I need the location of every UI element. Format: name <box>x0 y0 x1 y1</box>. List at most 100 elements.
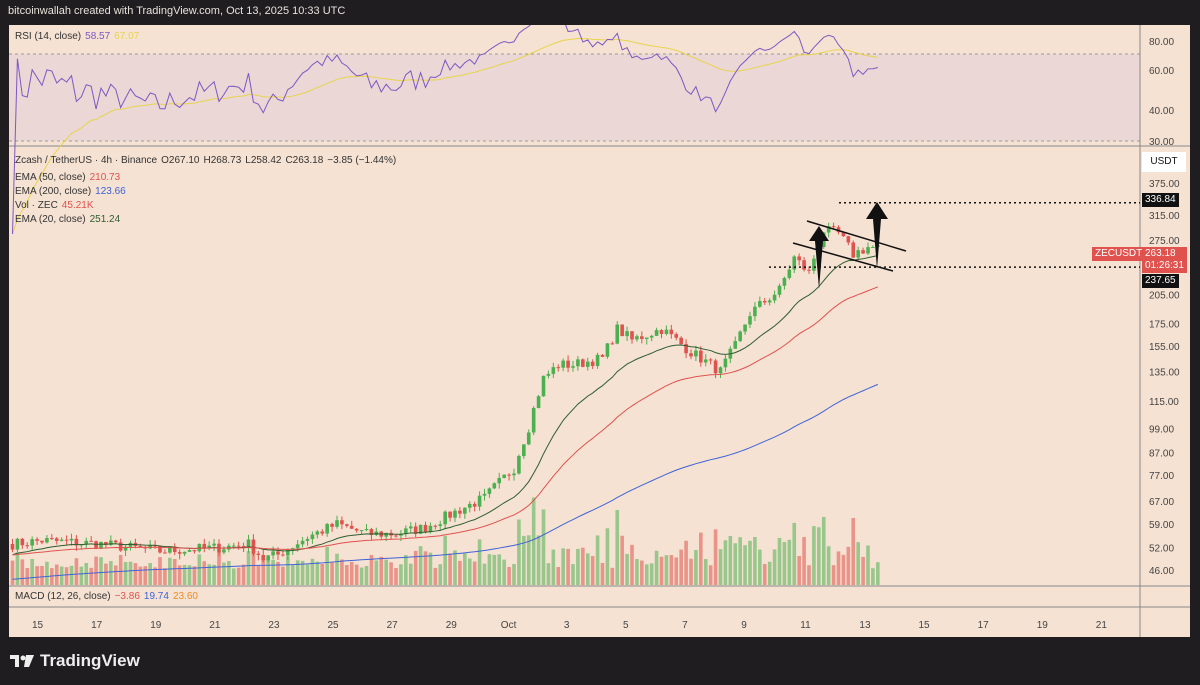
volume-bar <box>443 535 447 585</box>
volume-bar <box>782 542 787 585</box>
volume-bar <box>512 564 516 585</box>
volume-bar <box>733 543 738 585</box>
volume-bar <box>718 549 723 585</box>
chart-svg[interactable]: 80.00 60.00 40.00 30.00 375.00 315.00 275.00 20… <box>9 25 1190 637</box>
volume-bar <box>163 568 167 585</box>
volume-bar <box>207 564 211 585</box>
date-tick: 15 <box>32 620 44 631</box>
candle-body <box>30 539 34 546</box>
volume-bar <box>438 564 443 585</box>
candle-body <box>738 331 742 342</box>
chart-area[interactable]: 80.00 60.00 40.00 30.00 375.00 315.00 275.00 20… <box>9 25 1190 637</box>
volume-bar <box>777 537 782 585</box>
candle-body <box>433 525 438 527</box>
candle-body <box>477 495 482 507</box>
volume-bar <box>758 549 762 585</box>
candle-body <box>197 543 202 552</box>
rsi-ma-value: 67.07 <box>114 31 140 42</box>
candle-body <box>802 260 806 270</box>
price-tick: 87.00 <box>1149 449 1174 460</box>
volume-bar <box>689 558 693 585</box>
macd-legend: MACD (12, 26, close) −3.86 19.74 23.60 <box>15 591 202 602</box>
volume-bar <box>522 535 526 585</box>
candle-body <box>654 330 659 336</box>
breakout-arrow <box>866 202 888 269</box>
date-tick: 13 <box>859 620 871 631</box>
candle-body <box>340 520 344 525</box>
volume-bar <box>222 562 226 585</box>
volume-bar <box>374 560 379 585</box>
candle-body <box>423 524 428 533</box>
candle-body <box>640 336 644 339</box>
price-tick: 52.00 <box>1149 544 1174 555</box>
volume-bar <box>64 567 69 585</box>
volume-bar <box>330 562 334 585</box>
volume-bar <box>615 509 620 585</box>
candle-body <box>271 551 275 556</box>
volume-bar <box>138 566 143 585</box>
candle-body <box>236 545 241 547</box>
candle-body <box>595 354 600 367</box>
volume-bar <box>728 535 733 585</box>
candle-body <box>177 552 182 554</box>
candle-body <box>581 359 585 367</box>
volume-bar <box>118 554 123 585</box>
target-price-tag: 336.84 <box>1142 193 1179 207</box>
low: L258.42 <box>245 155 282 166</box>
rsi-tick: 80.00 <box>1149 37 1174 48</box>
ticker-tag: ZECUSDT <box>1092 247 1146 261</box>
candle-body <box>413 526 418 534</box>
candle-body <box>399 533 403 536</box>
candle-body <box>546 373 551 376</box>
volume-bar <box>748 540 752 585</box>
candle-body <box>758 301 762 307</box>
candle-body <box>404 528 408 534</box>
candle-body <box>408 526 413 529</box>
ema-200-line <box>12 383 879 580</box>
candle-body <box>192 550 197 552</box>
candle-body <box>305 539 310 541</box>
volume-bar <box>45 561 49 585</box>
date-tick: 7 <box>682 620 688 631</box>
volume-bar <box>423 551 428 585</box>
volume-bar <box>286 556 290 585</box>
candle-body <box>487 488 492 494</box>
volume-bar <box>59 566 64 585</box>
volume-bar <box>168 557 172 585</box>
tradingview-logo: TradingView <box>10 651 140 671</box>
candle-body <box>659 330 664 334</box>
currency-button[interactable]: USDT <box>1142 152 1186 172</box>
volume-bar <box>620 535 624 585</box>
indicator-legend: Vol · ZEC 45.21K <box>15 200 98 211</box>
volume-bar <box>25 568 30 585</box>
volume-bar <box>89 567 93 585</box>
candle-body <box>99 541 103 549</box>
candle-body <box>526 432 531 445</box>
volume-bar <box>703 559 708 585</box>
volume-bar <box>659 556 664 585</box>
candle-body <box>463 507 467 514</box>
volume-bar <box>502 559 506 585</box>
candle-body <box>168 546 172 553</box>
candle-body <box>241 546 246 549</box>
candle-body <box>458 510 462 514</box>
volume-bar <box>571 564 575 585</box>
rsi-legend: RSI (14, close) 58.57 67.07 <box>15 31 143 42</box>
candle-body <box>807 269 811 271</box>
volume-bar <box>600 562 605 585</box>
candle-body <box>359 530 364 532</box>
volume-bar <box>482 563 487 585</box>
volume-bar <box>182 564 187 585</box>
candle-body <box>251 539 256 554</box>
candle-body <box>207 545 211 548</box>
volume-bar <box>212 564 216 585</box>
volume-bar <box>448 553 452 585</box>
volume-bar <box>551 549 556 585</box>
candle-body <box>782 277 787 286</box>
candle-body <box>826 226 831 233</box>
volume-bar <box>384 559 388 585</box>
volume-bar <box>792 522 797 585</box>
volume-bar <box>99 557 103 585</box>
volume-bar <box>605 528 610 585</box>
candle-body <box>679 337 683 345</box>
